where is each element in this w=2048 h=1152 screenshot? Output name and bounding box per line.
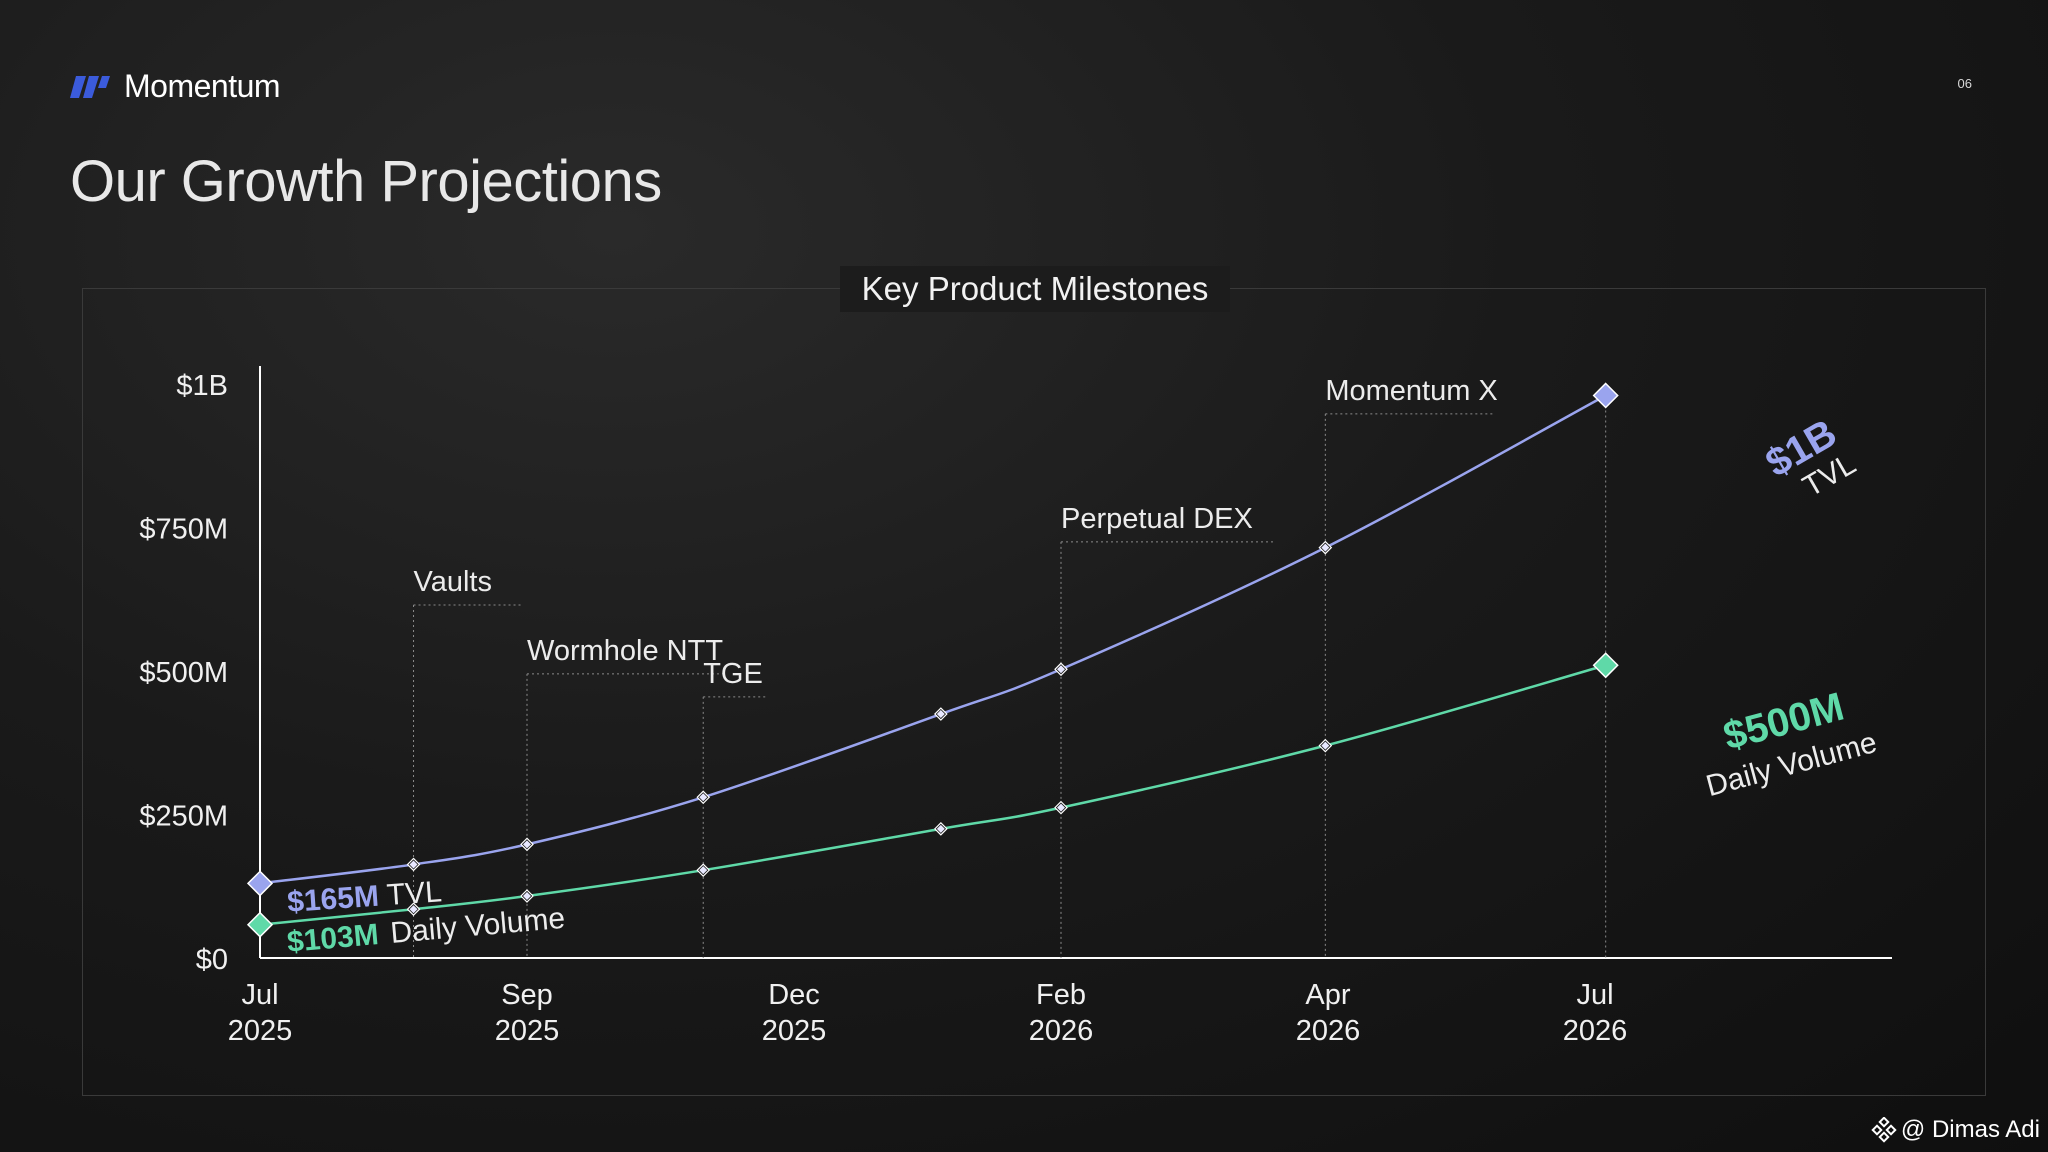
y-tick-label: $500M	[139, 657, 228, 689]
chart-title: Key Product Milestones	[840, 266, 1230, 312]
milestone-label: Perpetual DEX	[1061, 503, 1253, 535]
x-tick-month: Sep	[501, 979, 553, 1011]
milestone-label: Momentum X	[1325, 375, 1497, 407]
data-point-core-volume	[1321, 741, 1330, 750]
tvl-start-value: $165M	[286, 880, 380, 919]
diamond-grid-icon	[1871, 1117, 1897, 1143]
data-point-core-tvl	[1057, 665, 1065, 674]
tvl-start-text: $165M TVL	[286, 875, 443, 919]
data-point-core-tvl	[699, 793, 708, 802]
series-line-tvl	[259, 394, 1607, 885]
data-point-volume	[1592, 652, 1619, 679]
x-tick-month: Feb	[1036, 979, 1086, 1011]
y-tick-label: $750M	[139, 514, 228, 546]
data-point-core-volume	[936, 824, 945, 833]
credit-text: @ Dimas Adi	[1900, 1116, 2040, 1143]
milestone-label: TGE	[703, 658, 763, 690]
milestone-label: Vaults	[414, 566, 492, 598]
tvl-start-label: $165M TVL	[286, 875, 443, 919]
data-point-core-volume	[523, 892, 531, 901]
brand: Momentum	[70, 68, 281, 105]
tvl-start-caption: TVL	[386, 875, 443, 912]
credit: @ Dimas Adi	[1871, 1116, 2040, 1144]
milestone-label: Wormhole NTT	[527, 635, 723, 667]
y-tick-label: $0	[196, 944, 228, 976]
x-tick-year: 2026	[1296, 1015, 1361, 1047]
data-point-core-volume	[699, 866, 708, 875]
momentum-logo-icon	[70, 75, 110, 98]
data-point-core-tvl	[523, 840, 531, 849]
x-tick-year: 2025	[495, 1015, 560, 1047]
data-point-tvl	[1592, 382, 1619, 409]
x-tick-year: 2026	[1563, 1015, 1628, 1047]
data-point-volume	[246, 911, 274, 938]
data-point-core-tvl	[936, 710, 945, 719]
volume-start-value: $103M	[286, 918, 380, 959]
series-line-volume	[259, 664, 1607, 926]
x-tick-year: 2025	[762, 1015, 827, 1047]
x-tick-year: 2026	[1029, 1015, 1094, 1047]
brand-name: Momentum	[124, 68, 281, 104]
data-point-core-volume	[409, 905, 418, 914]
data-point-tvl	[246, 870, 274, 897]
x-tick-month: Apr	[1305, 979, 1350, 1011]
page-number: 06	[1957, 76, 1972, 91]
x-tick-month: Dec	[768, 979, 820, 1011]
x-tick-month: Jul	[1576, 979, 1613, 1011]
y-tick-label: $250M	[139, 801, 228, 833]
y-tick-label: $1B	[176, 370, 228, 402]
x-tick-year: 2025	[228, 1015, 293, 1047]
data-point-core-volume	[1057, 803, 1065, 812]
data-point-core-tvl	[409, 860, 418, 869]
data-point-core-tvl	[1321, 543, 1330, 552]
page-title: Our Growth Projections	[70, 149, 662, 214]
x-tick-month: Jul	[241, 979, 278, 1011]
